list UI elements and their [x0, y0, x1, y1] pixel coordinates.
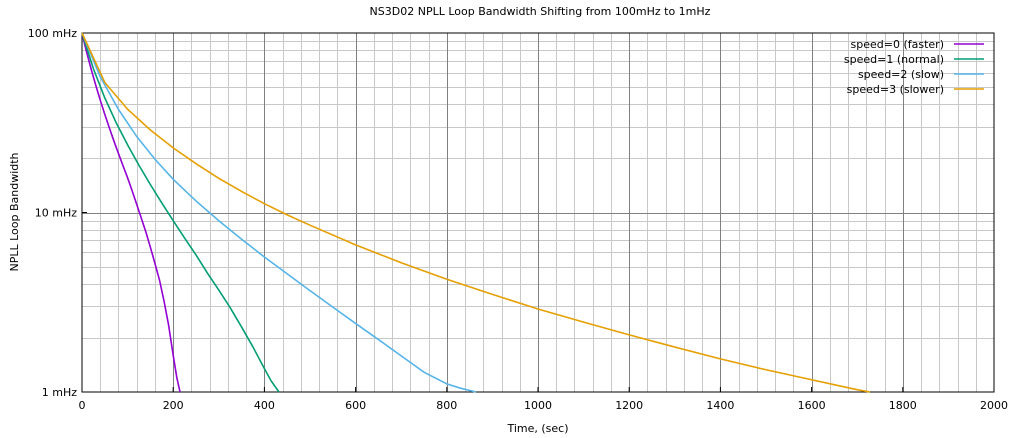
legend-label: speed=2 (slow) — [858, 68, 944, 81]
x-tick-label: 600 — [345, 399, 366, 412]
y-tick-label: 100 mHz — [28, 27, 77, 40]
x-tick-label: 1400 — [706, 399, 734, 412]
x-tick-label: 1800 — [889, 399, 917, 412]
x-tick-label: 0 — [79, 399, 86, 412]
chart-title: NS3D02 NPLL Loop Bandwidth Shifting from… — [370, 5, 711, 18]
x-tick-label: 2000 — [980, 399, 1008, 412]
y-tick-label: 1 mHz — [42, 386, 77, 399]
x-tick-label: 1000 — [524, 399, 552, 412]
x-tick-label: 1600 — [798, 399, 826, 412]
y-tick-label: 10 mHz — [35, 207, 77, 220]
y-axis-label: NPLL Loop Bandwidth — [8, 152, 21, 271]
legend: speed=0 (faster) speed=1 (normal) speed=2 … — [844, 38, 984, 96]
series-line-speed-3 — [81, 32, 871, 393]
x-tick-label: 800 — [436, 399, 457, 412]
legend-label: speed=1 (normal) — [844, 53, 944, 66]
legend-label: speed=3 (slower) — [847, 83, 944, 96]
series-line-speed-2 — [81, 32, 477, 393]
series-line-speed-1 — [81, 32, 280, 393]
plot-grid — [82, 33, 994, 392]
legend-label: speed=0 (faster) — [851, 38, 944, 51]
x-tick-label: 1200 — [615, 399, 643, 412]
series-lines — [81, 32, 871, 393]
series-line-speed-0 — [81, 32, 181, 393]
x-tick-label: 200 — [163, 399, 184, 412]
x-tick-label: 400 — [254, 399, 275, 412]
x-axis: 0 200 400 600 800 1000 1200 1400 1600 1800 2000 — [79, 387, 1008, 412]
x-axis-label: Time, (sec) — [506, 422, 568, 435]
y-axis: 1 mHz 10 mHz 100 mHz — [28, 27, 87, 399]
